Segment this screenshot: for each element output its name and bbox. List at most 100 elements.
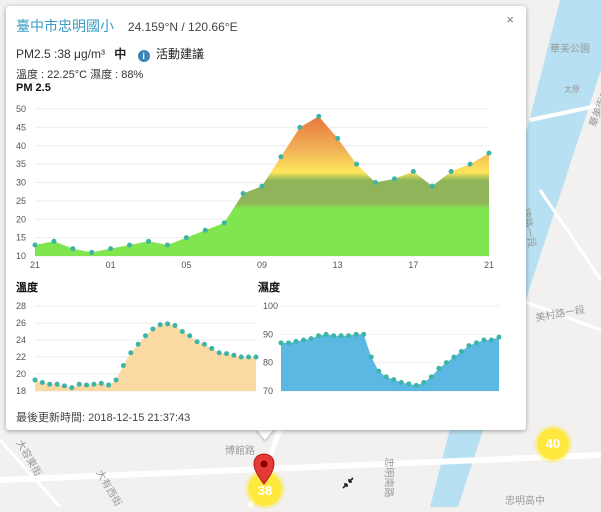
x-tick-label: 21	[484, 260, 494, 270]
humidity-point[interactable]	[443, 360, 449, 366]
last-updated: 最後更新時間: 2018-12-15 21:37:43	[16, 412, 191, 424]
humidity-point[interactable]	[421, 380, 427, 385]
road	[0, 452, 601, 483]
temp-point[interactable]	[150, 326, 156, 332]
collapse-icon[interactable]	[341, 476, 355, 490]
humidity-point[interactable]	[323, 331, 329, 337]
temp-point[interactable]	[128, 350, 134, 356]
temp-point[interactable]	[61, 383, 67, 389]
pm-point[interactable]	[32, 242, 38, 248]
temp-point[interactable]	[187, 333, 193, 339]
humidity-point[interactable]	[473, 340, 479, 346]
temp-humidity: 溫度 : 22.25°C 濕度 : 88%	[16, 69, 144, 81]
humidity-point[interactable]	[346, 333, 352, 339]
pm-point[interactable]	[51, 238, 57, 244]
temp-point[interactable]	[32, 377, 38, 383]
pm-point[interactable]	[146, 238, 151, 244]
pm-point[interactable]	[164, 242, 170, 248]
pm-point[interactable]	[240, 191, 246, 197]
humidity-point[interactable]	[406, 381, 412, 387]
humidity-point[interactable]	[278, 340, 284, 346]
temp-point[interactable]	[113, 377, 119, 383]
pm-point[interactable]	[127, 242, 133, 248]
temp-point[interactable]	[201, 341, 207, 347]
temp-point[interactable]	[253, 354, 259, 360]
pm-point[interactable]	[448, 168, 454, 174]
humidity-point[interactable]	[496, 334, 502, 340]
temp-point[interactable]	[165, 321, 171, 327]
temp-point[interactable]	[194, 339, 200, 345]
temp-point[interactable]	[179, 329, 185, 334]
humidity-point[interactable]	[451, 354, 457, 360]
site-name[interactable]: 臺中市忠明國小	[16, 18, 114, 34]
x-tick-label: 05	[181, 260, 191, 270]
humidity-point[interactable]	[331, 333, 337, 339]
pm-point[interactable]	[70, 246, 76, 252]
temp-point[interactable]	[47, 381, 53, 387]
pm-point[interactable]	[467, 161, 473, 167]
temp-point[interactable]	[84, 382, 90, 388]
map-label: 太原	[564, 85, 580, 94]
humidity-point[interactable]	[488, 337, 494, 343]
temp-point[interactable]	[143, 333, 148, 339]
temp-point[interactable]	[39, 380, 45, 385]
marker-40[interactable]: 40	[537, 428, 569, 460]
pm-point[interactable]	[108, 246, 114, 252]
humidity-point[interactable]	[316, 333, 322, 339]
humidity-point[interactable]	[361, 331, 367, 337]
temp-point[interactable]	[224, 351, 230, 357]
temp-point[interactable]	[120, 363, 126, 368]
pm-point[interactable]	[486, 150, 492, 156]
temp-point[interactable]	[172, 323, 178, 329]
pm-point[interactable]	[316, 113, 322, 119]
temp-point[interactable]	[76, 381, 82, 387]
humidity-point[interactable]	[481, 337, 487, 343]
temp-point[interactable]	[106, 382, 112, 388]
marker-38[interactable]: 38	[248, 472, 282, 506]
map-pin-icon[interactable]	[253, 453, 275, 487]
temp-point[interactable]	[69, 385, 75, 391]
temp-point[interactable]	[209, 346, 215, 351]
temp-point[interactable]	[98, 380, 104, 386]
pm-point[interactable]	[89, 249, 95, 255]
humidity-point[interactable]	[293, 338, 299, 344]
pm-point[interactable]	[259, 183, 265, 189]
pm-point[interactable]	[429, 183, 435, 189]
pm-point[interactable]	[391, 176, 397, 182]
humidity-point[interactable]	[413, 382, 419, 388]
humidity-point[interactable]	[308, 336, 314, 342]
temp-point[interactable]	[216, 350, 222, 356]
humidity-point[interactable]	[301, 337, 307, 343]
pm-point[interactable]	[373, 180, 378, 185]
pm-point[interactable]	[278, 154, 284, 160]
temp-point[interactable]	[231, 352, 237, 358]
info-icon[interactable]: i	[137, 50, 150, 62]
pm-point[interactable]	[221, 220, 227, 226]
pm-point[interactable]	[354, 161, 360, 167]
humidity-point[interactable]	[383, 374, 389, 380]
temp-point[interactable]	[54, 381, 60, 387]
close-button[interactable]: ×	[506, 12, 514, 27]
temp-point[interactable]	[91, 381, 97, 387]
humidity-point[interactable]	[458, 348, 464, 354]
temp-point[interactable]	[246, 354, 252, 360]
temp-point[interactable]	[157, 322, 163, 328]
temp-point[interactable]	[135, 341, 141, 347]
pm-point[interactable]	[202, 227, 208, 233]
pm-point[interactable]	[297, 124, 303, 130]
humidity-point[interactable]	[376, 368, 382, 374]
humidity-point[interactable]	[391, 377, 397, 383]
humidity-point[interactable]	[436, 365, 442, 371]
humidity-point[interactable]	[428, 374, 434, 380]
humidity-point[interactable]	[398, 380, 404, 385]
humidity-point[interactable]	[338, 333, 344, 339]
humidity-point[interactable]	[466, 343, 472, 349]
humidity-point[interactable]	[286, 340, 292, 346]
humidity-point[interactable]	[353, 331, 359, 337]
pm-point[interactable]	[183, 235, 189, 241]
activity-advice-link[interactable]: 活動建議	[156, 47, 205, 61]
temp-point[interactable]	[238, 354, 244, 360]
humidity-point[interactable]	[368, 354, 374, 360]
pm-point[interactable]	[335, 135, 341, 141]
pm-point[interactable]	[410, 168, 416, 174]
